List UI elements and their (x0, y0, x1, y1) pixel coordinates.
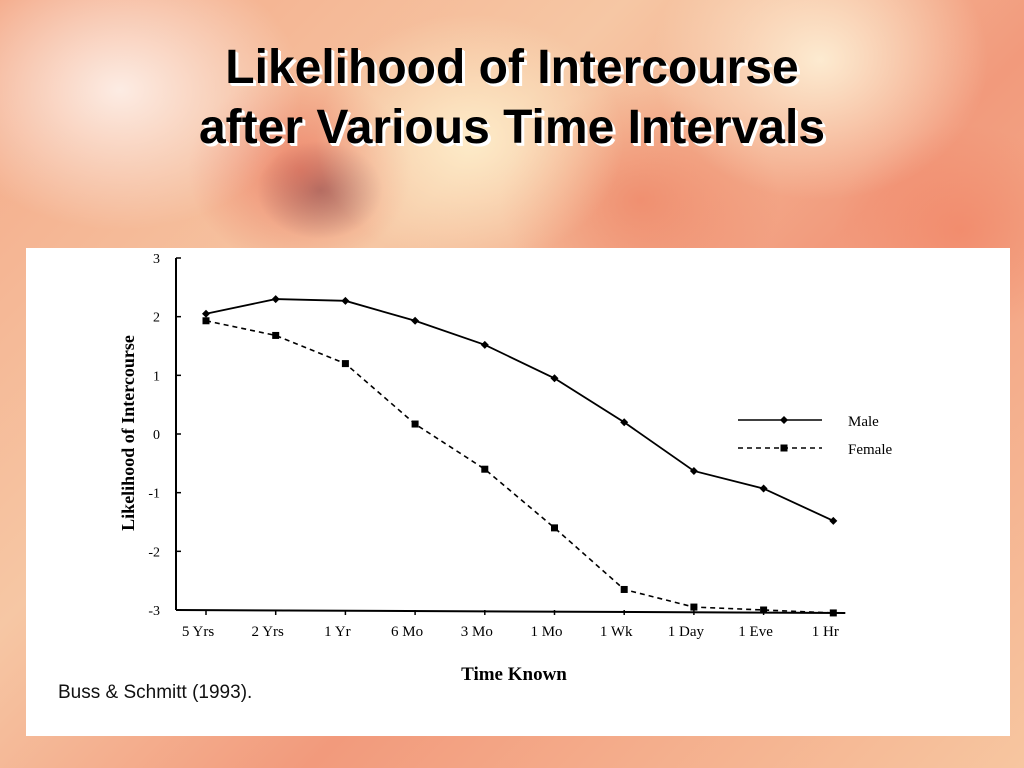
x-tick-label: 6 Mo (391, 624, 423, 640)
legend: Male Female (738, 414, 892, 458)
data-point (202, 317, 210, 325)
data-point (759, 484, 768, 493)
legend-label: Male (848, 414, 879, 430)
y-tick-label: 2 (153, 311, 160, 326)
data-point (481, 465, 489, 473)
tick-labels: 3 2 1 0 -1 -2 -3 5 Yrs 2 Yrs 1 Yr 6 Mo 3 Mo 1 Mo 1 Wk… (148, 252, 839, 640)
line-chart: 3 2 1 0 -1 -2 -3 5 Yrs 2 Yrs 1 Yr 6 Mo 3 Mo 1 Mo 1 Wk… (118, 252, 892, 685)
data-point (272, 331, 280, 339)
x-tick-label: 1 Eve (738, 624, 773, 640)
x-tick-label: 1 Day (668, 624, 705, 640)
x-axis-title: Time Known (461, 664, 567, 685)
data-point (689, 466, 698, 475)
legend-label: Female (848, 442, 892, 458)
y-axis-title: Likelihood of Intercourse (118, 335, 138, 531)
data-point (550, 374, 559, 383)
x-tick-label: 2 Yrs (252, 624, 285, 640)
chart-panel: 3 2 1 0 -1 -2 -3 5 Yrs 2 Yrs 1 Yr 6 Mo 3 Mo 1 Mo 1 Wk… (26, 248, 1010, 736)
data-point (271, 295, 280, 304)
data-point (829, 609, 837, 617)
data-point (829, 516, 838, 525)
legend-entry: Male (738, 414, 879, 430)
axes (175, 257, 846, 615)
data-point (690, 603, 698, 611)
y-tick-label: -3 (148, 604, 160, 619)
y-tick-label: -2 (148, 545, 160, 560)
y-tick-label: 3 (153, 252, 160, 267)
data-point (411, 420, 419, 428)
data-point (480, 340, 489, 349)
series-line (205, 319, 834, 614)
series (202, 295, 838, 617)
x-tick-label: 1 Yr (324, 624, 351, 640)
slide-title: Likelihood of Intercourse after Various … (0, 38, 1024, 158)
y-tick-label: -1 (148, 487, 160, 502)
x-axis-line (175, 609, 846, 614)
data-point (760, 606, 768, 614)
legend-marker (780, 444, 788, 452)
series-line (205, 298, 834, 522)
x-tick-label: 1 Hr (812, 624, 839, 640)
x-tick-label: 5 Yrs (182, 624, 215, 640)
data-point (551, 524, 558, 532)
legend-marker (780, 416, 788, 424)
data-point (341, 360, 349, 368)
data-point (620, 585, 628, 593)
slide-title-line1: Likelihood of Intercourse (225, 41, 799, 94)
data-point (202, 309, 210, 318)
x-tick-label: 1 Wk (600, 624, 633, 640)
y-tick-label: 0 (153, 428, 160, 443)
data-point (341, 296, 350, 305)
data-point (411, 316, 420, 325)
x-tick-label: 1 Mo (530, 624, 562, 640)
y-tick-label: 1 (153, 369, 160, 384)
series-male (202, 295, 838, 525)
series-female (202, 317, 837, 617)
x-tick-label: 3 Mo (461, 624, 493, 640)
legend-entry: Female (738, 442, 892, 458)
slide-title-line2: after Various Time Intervals (198, 101, 826, 154)
citation: Buss & Schmitt (1993). (58, 682, 253, 703)
data-point (620, 418, 629, 427)
